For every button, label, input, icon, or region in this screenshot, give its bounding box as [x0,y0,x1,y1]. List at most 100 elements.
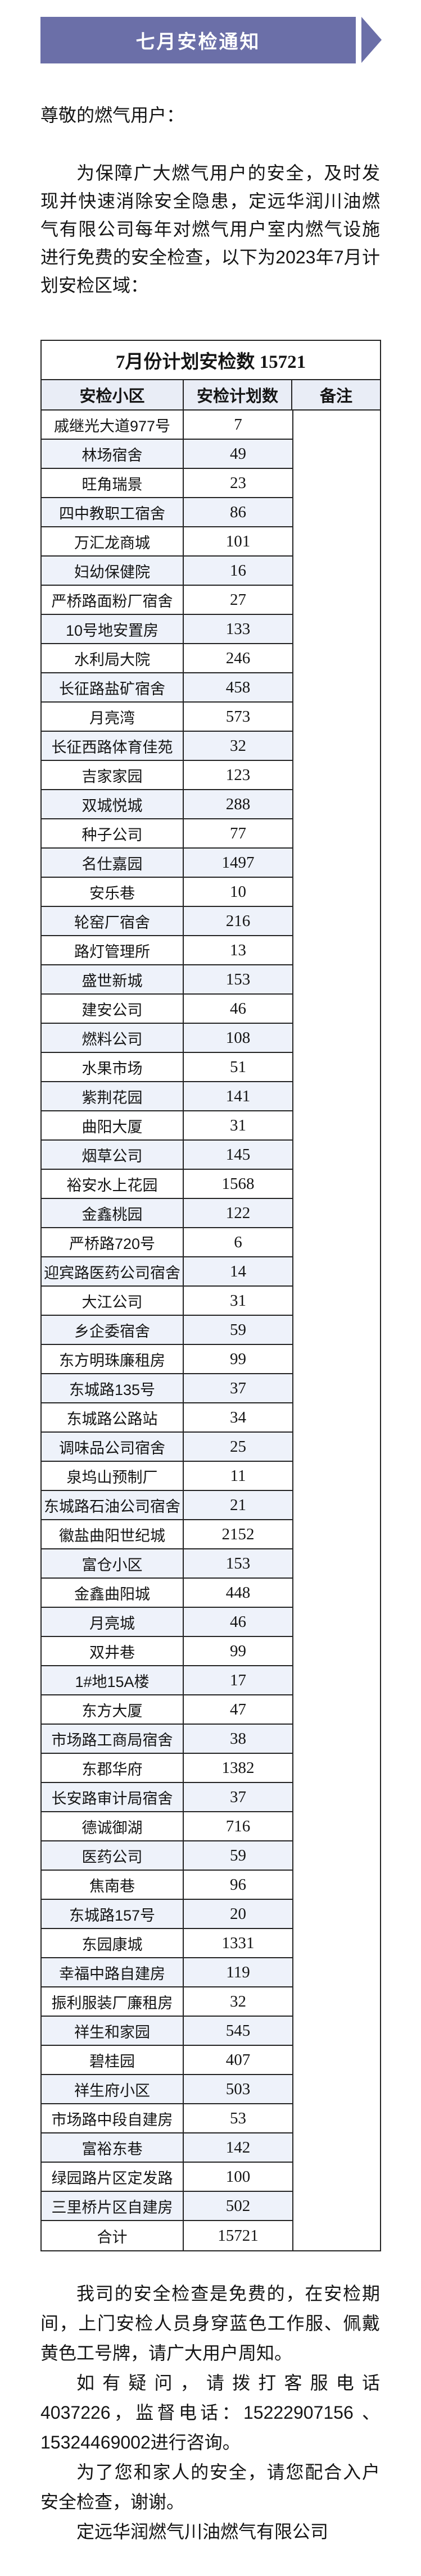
plan-count-cell: 25 [230,1437,246,1456]
table-row: 市场路工商局宿舍 38 [42,1725,292,1754]
table-row: 长征路盐矿宿舍 458 [42,673,292,703]
table-row: 东方明珠廉租房 99 [42,1345,292,1374]
community-name-cell: 路灯管理所 [42,936,184,964]
table-row: 旺角瑞景 23 [42,469,292,498]
table-body: 戚继光大道977号 7 林场宿舍 49 旺角瑞景 23 四中教职工宿舍 86 万汇龙商城 101 妇… [42,411,380,2250]
community-name-cell: 东方明珠廉租房 [42,1345,184,1373]
community-name-cell: 旺角瑞景 [42,469,184,497]
table-row: 市场路中段自建房 53 [42,2104,292,2133]
community-name-cell: 林场宿舍 [42,440,184,468]
table-row: 严桥路面粉厂宿舍 27 [42,586,292,615]
community-name-cell: 万汇龙商城 [42,527,184,555]
plan-count-cell: 2152 [221,1525,255,1543]
community-name-cell: 名仕嘉园 [42,849,184,877]
table-row: 裕安水上花园 1568 [42,1170,292,1199]
plan-count-cell: 14 [230,1262,246,1280]
plan-count-cell: 101 [225,532,251,550]
plan-count-cell: 119 [226,1963,250,1981]
community-name-cell: 乡企委宿舍 [42,1316,184,1344]
community-name-cell: 戚继光大道977号 [42,411,184,439]
table-row: 路灯管理所 13 [42,936,292,965]
table-row: 三里桥片区自建房 502 [42,2192,292,2221]
plan-count-cell: 20 [230,1904,246,1923]
plan-count-cell: 108 [225,1028,251,1047]
community-name-cell: 裕安水上花园 [42,1170,184,1198]
table-row: 东郡华府 1382 [42,1754,292,1783]
plan-count-cell: 573 [225,707,251,726]
plan-count-cell: 46 [230,1612,246,1631]
plan-count-cell: 46 [230,999,246,1018]
plan-count-cell: 31 [230,1291,246,1310]
table-row: 双井巷 99 [42,1637,292,1666]
community-name-cell: 碧桂园 [42,2046,184,2074]
community-name-cell: 调味品公司宿舍 [42,1433,184,1461]
community-name-cell: 10号地安置房 [42,615,184,643]
table-rows: 戚继光大道977号 7 林场宿舍 49 旺角瑞景 23 四中教职工宿舍 86 万汇龙商城 101 妇… [42,411,292,2250]
title-banner: 七月安检通知 [40,17,356,63]
community-name-cell: 大江公司 [42,1287,184,1315]
table-row: 种子公司 77 [42,819,292,849]
total-label-cell: 合计 [42,2221,184,2250]
banner-arrow-icon [361,17,382,63]
plan-count-cell: 47 [230,1700,246,1718]
community-name-cell: 紫荆花园 [42,1082,184,1110]
plan-count-cell: 1331 [221,1934,255,1952]
plan-count-cell: 153 [225,970,251,988]
table-row: 戚继光大道977号 7 [42,411,292,440]
community-name-cell: 东城路157号 [42,1900,184,1928]
footer-section: 我司的安全检查是免费的，在安检期间，上门安检人员身穿蓝色工作服、佩戴黄色工号牌，… [40,2279,380,2547]
plan-count-cell: 503 [225,2080,251,2098]
table-row: 10号地安置房 133 [42,615,292,644]
plan-count-cell: 145 [225,1145,251,1164]
table-row: 幸福中路自建房 119 [42,1958,292,1987]
community-name-cell: 水果市场 [42,1053,184,1081]
table-row: 富裕东巷 142 [42,2133,292,2163]
table-row: 德诚御湖 716 [42,1812,292,1841]
table-row: 东方大厦 47 [42,1695,292,1725]
plan-count-cell: 31 [230,1116,246,1134]
plan-count-cell: 32 [230,736,246,755]
plan-count-cell: 142 [225,2138,251,2156]
plan-count-cell: 86 [230,503,246,521]
table-row: 东城路135号 37 [42,1374,292,1403]
table-row: 东城路157号 20 [42,1900,292,1929]
community-name-cell: 东城路石油公司宿舍 [42,1491,184,1519]
table-row: 东园康城 1331 [42,1929,292,1958]
table-row: 四中教职工宿舍 86 [42,498,292,527]
table-row: 名仕嘉园 1497 [42,849,292,878]
community-name-cell: 东城路公路站 [42,1403,184,1431]
plan-count-cell: 99 [230,1349,246,1368]
plan-count-cell: 1497 [221,853,255,872]
plan-count-cell: 1382 [221,1758,255,1777]
plan-count-cell: 37 [230,1379,246,1397]
table-row: 碧桂园 407 [42,2046,292,2075]
community-name-cell: 建安公司 [42,995,184,1023]
community-name-cell: 东郡华府 [42,1754,184,1782]
column-header-remark: 备注 [319,387,352,405]
plan-count-cell: 133 [225,619,251,638]
table-row: 安乐巷 10 [42,878,292,907]
plan-count-cell: 11 [230,1466,246,1485]
community-name-cell: 长安路审计局宿舍 [42,1783,184,1811]
community-name-cell: 焦南巷 [42,1871,184,1899]
plan-count-cell: 96 [230,1875,246,1894]
plan-count-cell: 288 [225,795,251,813]
community-name-cell: 市场路中段自建房 [42,2104,184,2132]
community-name-cell: 轮窑厂宿舍 [42,907,184,935]
plan-count-cell: 123 [225,765,251,784]
table-row: 建安公司 46 [42,995,292,1024]
community-name-cell: 祥生和家园 [42,2017,184,2045]
community-name-cell: 严桥路720号 [42,1228,184,1256]
community-name-cell: 双城悦城 [42,790,184,818]
table-row: 紫荆花园 141 [42,1082,292,1111]
table-row: 徽盐曲阳世纪城 2152 [42,1520,292,1549]
community-name-cell: 严桥路面粉厂宿舍 [42,586,184,614]
plan-count-cell: 502 [225,2196,251,2215]
community-name-cell: 富仓小区 [42,1549,184,1577]
plan-count-cell: 448 [225,1583,251,1602]
table-row: 盛世新城 153 [42,965,292,995]
table-row: 乡企委宿舍 59 [42,1316,292,1345]
table-row: 富仓小区 153 [42,1549,292,1579]
community-name-cell: 长征西路体育佳苑 [42,732,184,760]
plan-count-cell: 122 [225,1203,251,1222]
